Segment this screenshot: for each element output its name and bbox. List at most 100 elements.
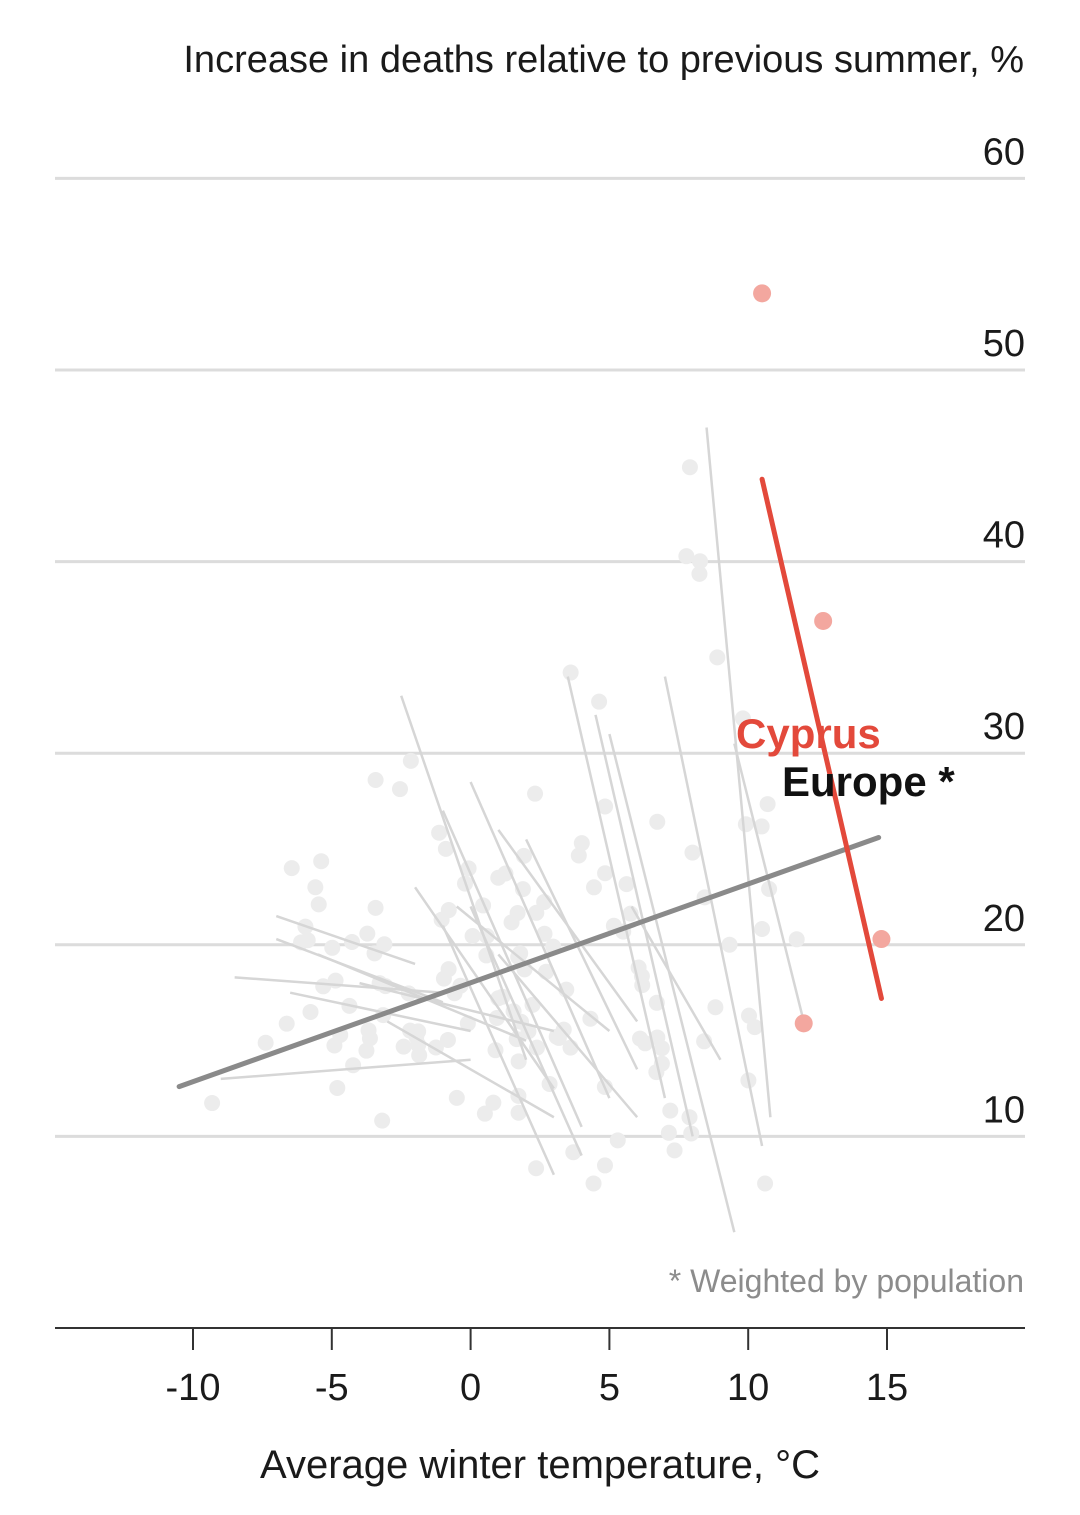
background-line-15 [566,676,667,1099]
background-point-124 [691,565,708,582]
background-point-43 [374,1112,391,1129]
background-point-142 [632,1030,649,1047]
background-point-49 [402,752,419,769]
background-point-100 [660,1124,677,1141]
y-tick-label-50: 50 [983,323,1025,365]
background-point-57 [464,927,481,944]
background-point-23 [345,1057,362,1074]
background-point-36 [510,1053,527,1070]
background-point-139 [609,1132,626,1149]
background-point-27 [204,1095,221,1112]
background-line-19 [663,676,764,1147]
background-point-45 [395,1038,412,1055]
background-point-30 [299,932,316,949]
background-line-7 [386,1020,555,1119]
y-tick-label-20: 20 [983,898,1025,940]
background-point-119 [649,813,666,830]
background-point-92 [662,1102,679,1119]
background-line-22 [469,905,583,1157]
europe-trend-line [176,835,882,1090]
background-point-20 [439,1031,456,1048]
background-point-24 [302,1003,319,1020]
background-line-8 [400,695,528,1061]
background-point-91 [585,879,602,896]
background-point-99 [666,1142,683,1159]
background-point-86 [503,914,520,931]
background-line-3 [289,991,471,1033]
background-point-127 [761,880,778,897]
background-line-21 [733,743,805,1022]
background-point-125 [709,649,726,666]
y-tick-label-60: 60 [983,131,1025,173]
background-point-123 [678,548,695,565]
background-point-51 [391,781,408,798]
background-point-2 [310,896,327,913]
background-point-78 [582,1010,599,1027]
background-point-62 [562,1039,579,1056]
x-tick-label-10: 10 [727,1367,769,1409]
footnote: * Weighted by population [669,1263,1024,1299]
y-tick-label-30: 30 [983,706,1025,748]
y-axis-title: Increase in deaths relative to previous … [183,39,1024,81]
background-point-34 [476,1105,493,1122]
x-tick-label-15: 15 [866,1367,908,1409]
background-point-28 [257,1034,274,1051]
background-point-121 [734,710,751,727]
gridlines [55,176,1025,1138]
background-point-105 [618,876,635,893]
background-point-46 [402,1022,419,1039]
background-point-112 [597,865,614,882]
background-point-33 [376,936,393,953]
europe-series [176,835,882,1090]
europe-label: Europe * [782,758,955,805]
y-tick-label-10: 10 [983,1089,1025,1131]
background-point-93 [597,798,614,815]
background-point-7 [313,853,330,870]
background-line-18 [630,905,722,1061]
background-line-12 [455,905,611,1032]
background-line-2 [234,976,443,994]
background-point-80 [527,785,544,802]
y-tick-label-40: 40 [983,515,1025,557]
background-points [204,459,805,1192]
cyprus-series [753,284,891,1033]
background-point-88 [536,925,553,942]
background-point-5 [315,978,332,995]
background-point-10 [361,1030,378,1047]
background-point-44 [448,1089,465,1106]
background-point-111 [721,936,738,953]
background-point-126 [759,796,776,813]
background-line-23 [497,953,639,1119]
background-point-31 [367,899,384,916]
background-point-129 [753,818,770,835]
background-point-97 [591,693,608,710]
background-point-89 [570,847,587,864]
background-line-14 [524,838,639,1070]
cyprus-point-1 [814,611,833,630]
x-tick-label--5: -5 [315,1367,349,1409]
background-point-134 [510,1104,527,1121]
cyprus-label: Cyprus [736,710,881,757]
background-line-17 [608,733,736,1233]
x-tick-label-0: 0 [460,1367,481,1409]
background-line-20 [705,427,772,1118]
cyprus-point-0 [753,284,772,303]
background-point-136 [528,1160,545,1177]
background-point-146 [440,961,457,978]
background-point-64 [431,824,448,841]
background-point-102 [684,844,701,861]
background-line-9 [414,886,555,1090]
background-point-68 [596,1157,613,1174]
background-point-35 [359,925,376,942]
background-point-128 [737,816,754,833]
background-point-140 [649,1029,666,1046]
background-point-65 [585,1175,602,1192]
background-point-117 [757,1175,774,1192]
y-tick-labels: 10 20 30 40 50 60 [983,131,1025,1131]
background-point-149 [440,902,457,919]
background-point-79 [512,945,529,962]
x-tick-label-5: 5 [599,1367,620,1409]
background-point-18 [329,1079,346,1096]
cyprus-point-3 [872,930,891,949]
background-point-116 [707,999,724,1016]
